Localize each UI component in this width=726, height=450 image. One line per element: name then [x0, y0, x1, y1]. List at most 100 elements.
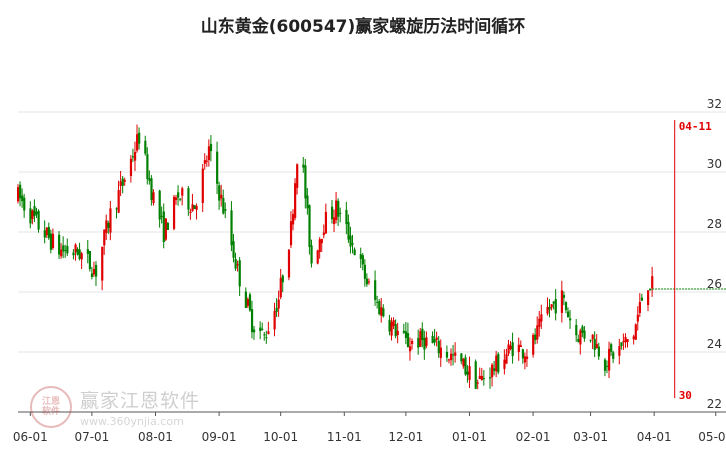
- candle-body: [175, 197, 178, 201]
- candle-body: [564, 302, 568, 311]
- y-tick-label: 28: [707, 217, 722, 231]
- candle-body: [261, 328, 264, 330]
- candle-body: [265, 337, 268, 339]
- candle-body: [626, 339, 629, 343]
- candle-body: [66, 245, 69, 254]
- candle-body: [88, 251, 92, 269]
- candle-body: [392, 320, 395, 327]
- candle-body: [64, 250, 67, 252]
- candle-body: [511, 342, 514, 357]
- candle-body: [610, 344, 613, 352]
- candle-body: [337, 200, 340, 217]
- candle-body: [408, 346, 412, 352]
- x-tick-label: 09-01: [202, 430, 237, 444]
- candle-body: [191, 204, 194, 212]
- candle-body: [402, 330, 406, 333]
- candle-body: [540, 314, 543, 322]
- candle-body: [620, 342, 623, 347]
- candles: [17, 124, 726, 390]
- candle-body: [388, 319, 391, 332]
- candle-body: [146, 154, 149, 180]
- candle-body: [172, 196, 176, 229]
- candle-body: [460, 353, 463, 362]
- candle-body: [608, 348, 611, 371]
- candle-body: [532, 335, 535, 355]
- candle-body: [248, 294, 252, 311]
- candle-body: [203, 160, 206, 164]
- candle-body: [566, 311, 570, 318]
- candle-body: [72, 252, 75, 256]
- candle-body: [647, 290, 650, 306]
- x-tick-label: 07-01: [74, 430, 109, 444]
- candle-body: [396, 330, 399, 335]
- candle-body: [447, 359, 451, 361]
- candle-body: [263, 334, 266, 336]
- candle-body: [78, 249, 81, 259]
- candle-body: [103, 229, 106, 246]
- candle-body: [482, 378, 486, 380]
- candle-body: [523, 356, 527, 363]
- candle-body: [462, 359, 465, 367]
- candle-body: [291, 214, 295, 225]
- candle-body: [133, 151, 137, 161]
- candle-body: [275, 307, 278, 312]
- candle-body: [363, 264, 367, 279]
- candle-body: [220, 194, 223, 199]
- candle-body: [148, 178, 151, 181]
- candle-body: [450, 353, 453, 361]
- candle-body: [454, 352, 457, 356]
- candle-body: [519, 345, 522, 348]
- candle-body: [310, 245, 313, 264]
- candle-body: [347, 221, 350, 240]
- candle-body: [244, 291, 247, 308]
- candle-body: [464, 357, 467, 375]
- candle-body: [47, 227, 50, 238]
- candle-body: [361, 255, 364, 265]
- candle-body: [23, 197, 26, 211]
- candle-body: [536, 325, 539, 340]
- candle-body: [552, 301, 555, 304]
- candle-body: [31, 210, 34, 219]
- candle-body: [316, 250, 319, 264]
- candle-body: [597, 346, 600, 357]
- candle-body: [138, 132, 141, 144]
- candle-body: [232, 241, 235, 258]
- candle-body: [546, 306, 549, 314]
- candle-body: [330, 206, 334, 220]
- candle-body: [622, 341, 625, 343]
- y-tick-label: 24: [707, 337, 722, 351]
- candle-body: [550, 304, 553, 308]
- candle-body: [560, 290, 564, 313]
- candle-body: [308, 205, 311, 247]
- candle-body: [562, 295, 566, 298]
- candle-body: [131, 156, 135, 158]
- candle-body: [468, 366, 471, 380]
- candle-body: [406, 333, 410, 348]
- candle-body: [94, 264, 98, 277]
- candle-body: [478, 375, 481, 379]
- x-tick-label: 06-01: [13, 430, 48, 444]
- candle-body: [296, 164, 299, 188]
- candle-body: [62, 245, 65, 252]
- candle-body: [603, 359, 607, 371]
- candle-body: [109, 208, 112, 233]
- candle-body: [394, 324, 397, 337]
- candle-body: [181, 188, 184, 196]
- candle-body: [74, 244, 77, 253]
- watermark-url: www.360ynjia.com: [80, 415, 184, 428]
- x-tick-label: 05-01: [698, 430, 726, 444]
- candle-body: [339, 212, 342, 214]
- candle-body: [445, 351, 449, 358]
- x-tick-label: 08-01: [138, 430, 173, 444]
- candle-body: [421, 328, 424, 341]
- candle-body: [581, 326, 584, 333]
- candle-body: [158, 190, 161, 220]
- candle-body: [640, 297, 644, 301]
- x-tick-label: 02-01: [516, 430, 551, 444]
- watermark: 江恩 软件 赢家江恩软件 www.360ynjia.com: [30, 386, 200, 428]
- candle-body: [480, 375, 483, 380]
- y-tick-label: 32: [707, 97, 722, 111]
- candle-body: [144, 140, 147, 154]
- candle-body: [569, 318, 572, 321]
